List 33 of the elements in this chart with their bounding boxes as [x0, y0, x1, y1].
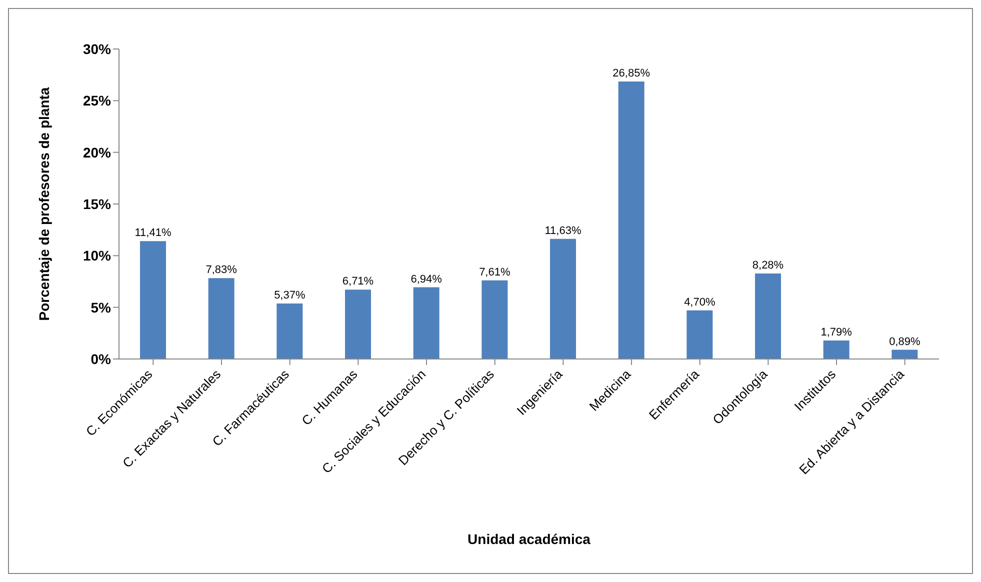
bar [140, 241, 166, 359]
bar [550, 238, 576, 359]
y-tick-label: 25% [82, 92, 112, 109]
data-label: 6,94% [410, 273, 442, 286]
bar [413, 287, 440, 359]
bar [345, 290, 371, 359]
y-tick-label: 15% [82, 196, 112, 212]
data-label: 8,28% [752, 259, 784, 272]
x-axis-title: Unidad académica [468, 531, 591, 547]
data-label: 26,85% [612, 68, 650, 80]
data-label: 7,83% [206, 264, 238, 276]
data-label: 1,79% [820, 326, 852, 339]
y-tick-label: 0% [90, 350, 112, 367]
data-label: 6,71% [342, 276, 374, 288]
bar [482, 280, 508, 359]
y-tick-label: 5% [90, 299, 112, 316]
bar [892, 350, 918, 359]
y-tick-label: 20% [82, 144, 112, 160]
data-label: 7,61% [479, 266, 510, 278]
bar [618, 82, 644, 359]
data-label: 5,37% [274, 290, 306, 302]
y-axis-title: Porcentaje de profesores de planta [36, 87, 52, 321]
data-label: 11,41% [134, 227, 172, 240]
bar [823, 340, 850, 359]
y-tick-label: 30% [82, 40, 112, 57]
data-label: 0,89% [889, 336, 920, 348]
bar [686, 310, 713, 359]
bar [276, 304, 303, 359]
data-label: 4,70% [684, 296, 716, 308]
data-label: 11,63% [544, 224, 582, 237]
bar [208, 278, 234, 359]
bar [755, 273, 781, 359]
y-tick-label: 10% [82, 248, 112, 264]
